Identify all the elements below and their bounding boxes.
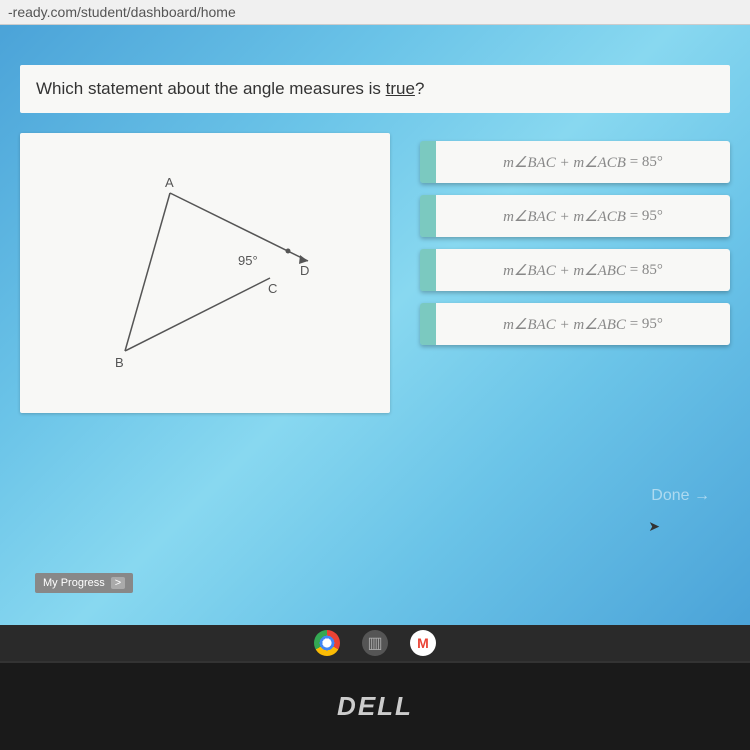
option-rhs: = 85° <box>630 154 663 171</box>
option-lhs: m∠BAC + m∠ABC <box>503 261 626 280</box>
option-rhs: = 95° <box>630 208 663 225</box>
option-tab <box>420 195 436 237</box>
option-rhs: = 95° <box>630 316 663 333</box>
vertex-b-label: B <box>115 355 124 370</box>
files-icon[interactable]: ▥ <box>362 630 388 656</box>
chrome-icon[interactable] <box>314 630 340 656</box>
vertex-d-label: D <box>300 263 309 278</box>
option-tab <box>420 249 436 291</box>
my-progress-label: My Progress <box>43 577 105 589</box>
answer-option-3[interactable]: m∠BAC + m∠ABC = 85° <box>420 249 730 291</box>
question-banner: Which statement about the angle measures… <box>20 65 730 113</box>
taskbar: ▥ M <box>0 625 750 661</box>
laptop-bezel: DELL <box>0 661 750 749</box>
brand-logo: DELL <box>337 691 413 722</box>
option-tab <box>420 141 436 183</box>
triangle-diagram: A B C D 95° <box>20 133 390 413</box>
vertex-a-label: A <box>165 175 174 190</box>
option-lhs: m∠BAC + m∠ABC <box>503 315 626 334</box>
option-body: m∠BAC + m∠ACB = 85° <box>436 141 730 183</box>
desktop-screen: Which statement about the angle measures… <box>0 25 750 625</box>
option-lhs: m∠BAC + m∠ACB <box>503 153 626 172</box>
content-row: A B C D 95° m∠BAC + m∠ACB = 85° m∠BAC + … <box>20 133 730 413</box>
my-progress-button[interactable]: My Progress > <box>35 573 133 593</box>
question-suffix: ? <box>415 79 424 98</box>
answer-option-2[interactable]: m∠BAC + m∠ACB = 95° <box>420 195 730 237</box>
answer-option-4[interactable]: m∠BAC + m∠ABC = 95° <box>420 303 730 345</box>
question-underlined: true <box>386 79 415 98</box>
triangle-svg <box>20 133 390 413</box>
cursor-icon: ➤ <box>648 518 660 535</box>
option-body: m∠BAC + m∠ABC = 95° <box>436 303 730 345</box>
option-tab <box>420 303 436 345</box>
vertex-c-label: C <box>268 281 277 296</box>
question-prefix: Which statement about the angle measures… <box>36 79 386 98</box>
answer-option-1[interactable]: m∠BAC + m∠ACB = 85° <box>420 141 730 183</box>
option-body: m∠BAC + m∠ABC = 85° <box>436 249 730 291</box>
option-rhs: = 85° <box>630 262 663 279</box>
gmail-icon[interactable]: M <box>410 630 436 656</box>
angle-95-label: 95° <box>238 253 258 268</box>
option-body: m∠BAC + m∠ACB = 95° <box>436 195 730 237</box>
url-bar: -ready.com/student/dashboard/home <box>0 0 750 25</box>
answer-options: m∠BAC + m∠ACB = 85° m∠BAC + m∠ACB = 95° … <box>420 141 730 345</box>
chevron-right-icon: > <box>111 577 125 589</box>
done-button[interactable]: Done → <box>651 487 710 505</box>
option-lhs: m∠BAC + m∠ACB <box>503 207 626 226</box>
